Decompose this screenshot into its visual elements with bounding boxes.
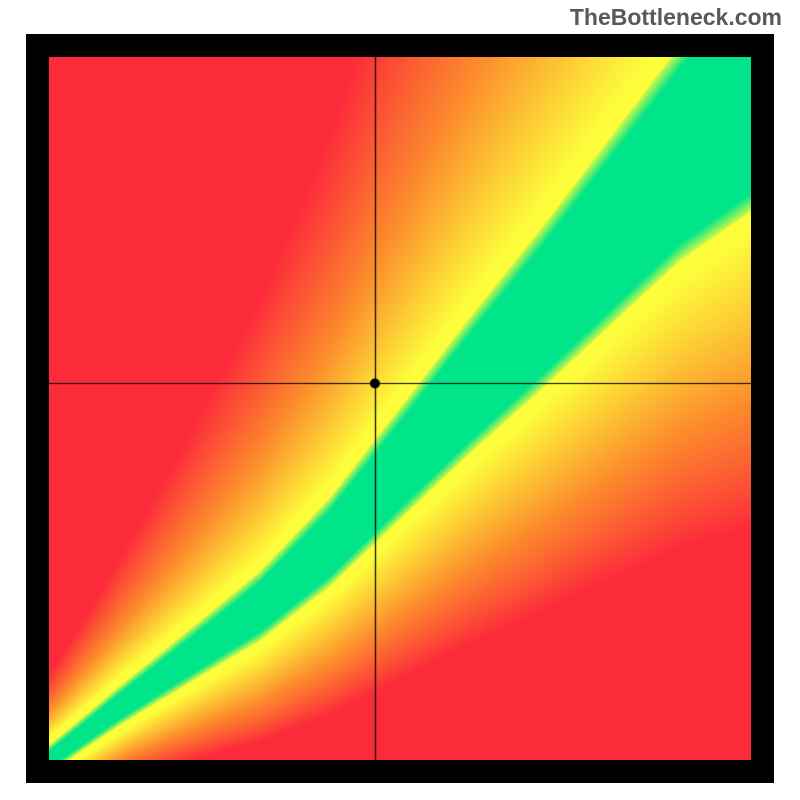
plot-frame [26,34,774,783]
heatmap-canvas [49,57,751,760]
chart-container: TheBottleneck.com [0,0,800,800]
watermark-text: TheBottleneck.com [570,4,782,31]
